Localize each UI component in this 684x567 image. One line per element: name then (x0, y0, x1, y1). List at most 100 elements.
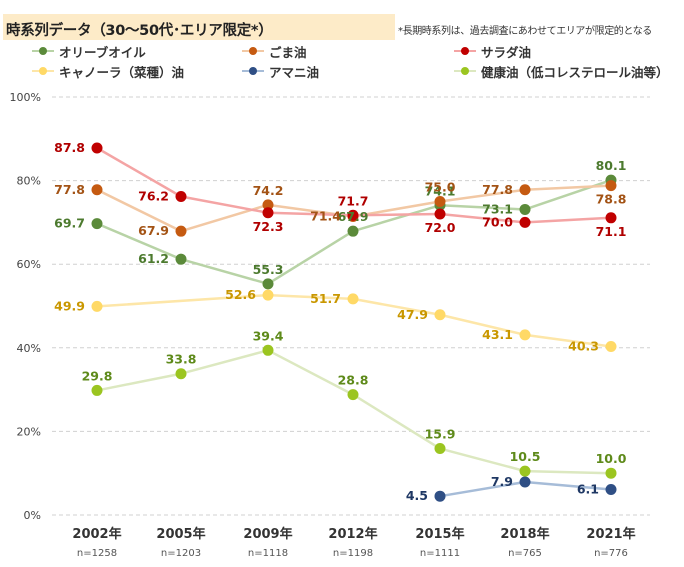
y-tick-label: 20% (17, 425, 41, 438)
data-point (519, 465, 531, 477)
x-tick-label: 2018年 (500, 526, 549, 542)
legend-marker (461, 47, 469, 55)
sample-size-label: n=1198 (333, 548, 373, 559)
data-point (91, 384, 103, 396)
data-label: 43.1 (482, 327, 513, 342)
sample-size-label: n=1118 (248, 548, 288, 559)
data-label: 28.8 (338, 373, 369, 388)
legend-item: オリーブオイル (32, 43, 146, 60)
data-label: 71.1 (596, 224, 627, 239)
x-tick-label: 2002年 (72, 526, 121, 542)
data-label: 71.4 (310, 209, 341, 224)
data-point (434, 309, 446, 321)
data-label: 72.0 (425, 220, 456, 235)
data-point (434, 443, 446, 455)
legend-item: キャノーラ（菜種）油 (32, 63, 185, 80)
data-label: 73.1 (482, 201, 513, 216)
data-label: 78.8 (596, 192, 627, 207)
data-point (519, 476, 531, 488)
data-point (434, 208, 446, 220)
legend-marker (249, 47, 257, 55)
x-tick-label: 2012年 (328, 526, 377, 542)
data-point (434, 196, 446, 207)
data-label: 71.7 (338, 193, 369, 208)
data-point (519, 203, 531, 215)
legend-label: 健康油（低コレステロール油等） (481, 64, 669, 80)
y-tick-label: 100% (10, 91, 41, 104)
chart-title: 時系列データ（30～50代･エリア限定*） (6, 23, 273, 39)
legend-marker (461, 67, 469, 75)
data-label: 70.0 (482, 214, 513, 229)
data-label: 51.7 (310, 291, 341, 306)
y-tick-label: 0% (24, 509, 41, 522)
data-label: 87.8 (54, 140, 85, 155)
data-label: 74.2 (253, 183, 284, 198)
legend-swatch (454, 67, 476, 75)
data-point (175, 253, 187, 265)
data-label: 39.4 (253, 328, 284, 343)
legend-marker (39, 47, 47, 55)
data-label: 67.9 (338, 209, 369, 224)
data-point (175, 225, 187, 237)
data-point (262, 344, 274, 356)
data-label: 10.0 (596, 451, 627, 466)
data-point (262, 199, 274, 211)
data-label: 52.6 (225, 287, 256, 302)
data-point (605, 212, 617, 224)
data-label: 74.1 (425, 183, 456, 198)
legend-label: オリーブオイル (59, 44, 146, 60)
legend-label: ごま油 (269, 44, 307, 60)
data-point (262, 278, 274, 290)
data-label: 4.5 (406, 488, 428, 503)
data-point (605, 484, 617, 496)
x-tick-label: 2009年 (243, 526, 292, 542)
data-label: 33.8 (166, 352, 197, 367)
data-point (605, 180, 617, 192)
data-point (262, 207, 274, 219)
data-point (175, 190, 187, 202)
data-label: 77.8 (54, 182, 85, 197)
data-label: 15.9 (425, 427, 456, 442)
data-point (605, 467, 617, 479)
legend-item: 健康油（低コレステロール油等） (454, 63, 669, 80)
data-point (434, 490, 446, 502)
legend-label: キャノーラ（菜種）油 (59, 64, 185, 80)
data-label: 69.7 (54, 216, 85, 231)
data-label: 75.0 (425, 180, 456, 195)
data-point (262, 289, 274, 301)
legend-swatch (32, 47, 54, 55)
data-label: 10.5 (510, 449, 541, 464)
data-label: 67.9 (138, 223, 169, 238)
legend-swatch (242, 67, 264, 75)
data-label: 72.3 (253, 219, 284, 234)
x-tick-label: 2015年 (415, 526, 464, 542)
data-label: 29.8 (82, 368, 113, 383)
data-point (347, 209, 359, 221)
data-label: 7.9 (491, 474, 513, 489)
y-tick-label: 40% (17, 342, 41, 355)
legend-label: アマニ油 (269, 64, 320, 80)
data-point (347, 389, 359, 401)
data-label: 77.8 (482, 182, 513, 197)
legend-marker (39, 67, 47, 75)
data-point (175, 368, 187, 380)
data-point (91, 218, 103, 230)
legend-label: サラダ油 (481, 44, 532, 60)
data-point (605, 341, 617, 353)
chart-legend: オリーブオイル ごま油 サラダ油キャノーラ（菜種）油 アマニ油 健康油（低コレステロール… (0, 42, 684, 82)
legend-item: ごま油 (242, 43, 307, 60)
x-tick-label: 2005年 (156, 526, 205, 542)
x-tick-label: 2021年 (586, 526, 635, 542)
legend-swatch (32, 67, 54, 75)
sample-size-label: n=1203 (161, 548, 201, 559)
legend-item: サラダ油 (454, 43, 532, 60)
data-point (347, 293, 359, 305)
data-label: 40.3 (568, 339, 599, 354)
data-point (347, 225, 359, 237)
data-point (91, 300, 103, 312)
series-line (96, 293, 612, 348)
area-note: *長期時系列は、過去調査にあわせてエリアが限定的となる (398, 26, 652, 37)
data-point (519, 329, 531, 341)
data-label: 6.1 (577, 482, 599, 497)
